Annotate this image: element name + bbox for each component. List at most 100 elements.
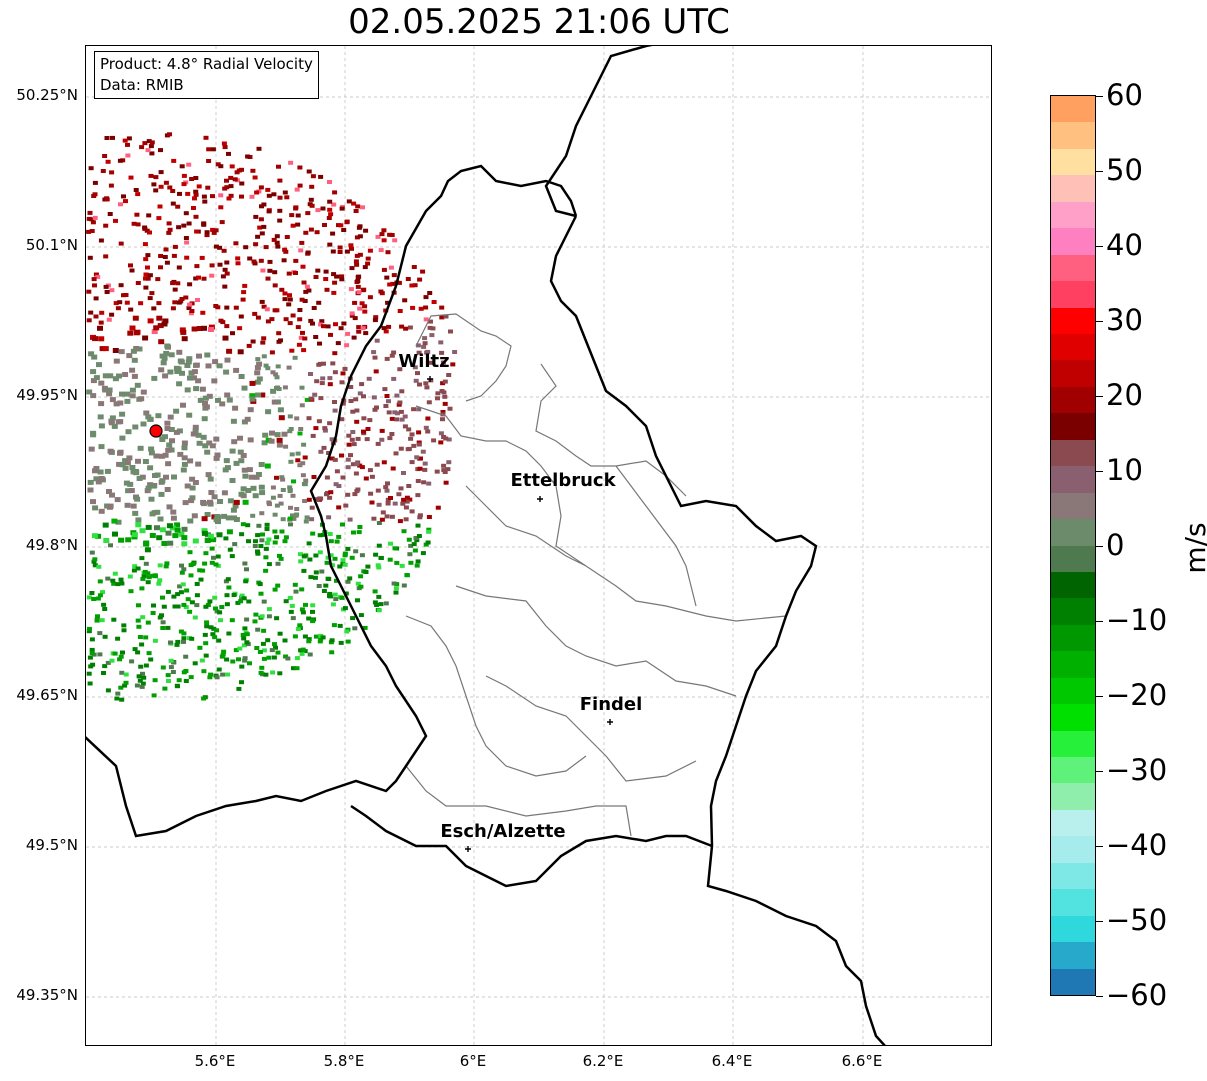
echo-pixel [135,192,141,197]
echo-pixel [424,385,430,390]
echo-pixel [93,476,100,482]
echo-pixel [438,340,444,345]
echo-pixel [98,380,105,386]
map-canvas [86,46,991,1045]
echo-pixel [145,524,152,530]
city-label-ettelbruck: Ettelbruck [510,470,616,491]
echo-pixel [318,322,324,327]
echo-pixel [261,304,267,309]
echo-pixel [343,503,349,508]
echo-pixel [97,631,103,636]
echo-pixel [383,601,389,606]
echo-pixel [290,513,295,518]
echo-pixel [288,505,293,510]
echo-pixel [386,410,392,415]
echo-pixel [264,527,270,531]
radar-map[interactable] [85,45,992,1046]
echo-pixel [130,503,137,509]
echo-pixel [95,614,100,619]
echo-pixel [266,614,272,619]
echo-pixel [258,544,264,548]
echo-pixel [325,491,330,495]
echo-pixel [304,515,310,520]
echo-pixel [325,576,331,581]
echo-pixel [115,636,121,641]
echo-pixel [399,417,405,422]
echo-pixel [439,389,445,393]
echo-pixel [147,230,152,235]
echo-pixel [185,191,191,196]
echo-pixel [239,194,244,199]
echo-pixel [108,543,113,548]
echo-pixel [393,590,399,595]
echo-pixel [271,237,277,242]
echo-pixel [105,688,111,693]
echo-pixel [181,182,187,187]
echo-pixel [283,535,289,540]
echo-pixel [384,514,390,519]
echo-pixel [168,427,175,432]
echo-pixel [303,230,309,235]
echo-pixel [276,437,283,443]
echo-pixel [394,582,400,587]
echo-pixel [355,279,361,283]
echo-pixel [187,550,193,555]
echo-pixel [401,529,407,534]
echo-pixel [383,329,389,334]
echo-pixel [286,271,292,276]
echo-pixel [183,211,189,216]
echo-pixel [204,449,211,455]
echo-pixel [98,320,104,325]
echo-pixel [245,154,251,159]
echo-pixel [111,423,118,429]
lon-label: 5.6°E [194,1052,236,1070]
echo-pixel [104,136,110,140]
echo-pixel [329,456,335,461]
echo-pixel [403,326,409,331]
echo-pixel [126,353,133,359]
echo-pixel [313,426,319,431]
echo-pixel [394,393,400,398]
echo-pixel [402,414,408,419]
echo-pixel [338,640,344,645]
echo-pixel [118,241,124,246]
echo-pixel [189,485,196,491]
echo-pixel [90,220,96,225]
colorbar-segment [1051,492,1095,520]
echo-pixel [112,348,119,353]
echo-pixel [224,271,230,276]
echo-pixel [301,348,307,353]
echo-pixel [322,428,328,433]
echo-pixel [157,578,163,583]
echo-pixel [177,584,183,589]
echo-pixel [238,491,245,497]
echo-pixel [181,461,188,467]
echo-pixel [187,302,193,307]
echo-pixel [387,436,393,441]
echo-pixel [280,477,286,482]
echo-pixel [180,329,187,335]
echo-pixel [272,587,278,592]
echo-pixel [269,648,275,653]
echo-pixel [234,170,240,175]
echo-pixel [287,414,293,419]
echo-pixel [218,193,224,198]
echo-pixel [165,447,172,453]
echo-pixel [420,449,426,454]
echo-pixel [165,625,171,630]
echo-pixel [101,385,108,391]
echo-pixel [170,670,176,674]
echo-pixel [190,562,196,566]
lat-label: 50.25°N [16,86,78,104]
echo-pixel [126,455,133,461]
echo-pixel [286,302,292,307]
echo-pixel [357,306,363,311]
echo-pixel [256,146,262,151]
echo-pixel [268,438,275,444]
echo-pixel [168,352,175,358]
echo-pixel [230,507,237,513]
echo-pixel [346,199,352,204]
echo-pixel [302,299,308,303]
echo-pixel [318,496,324,501]
echo-pixel [398,409,404,414]
